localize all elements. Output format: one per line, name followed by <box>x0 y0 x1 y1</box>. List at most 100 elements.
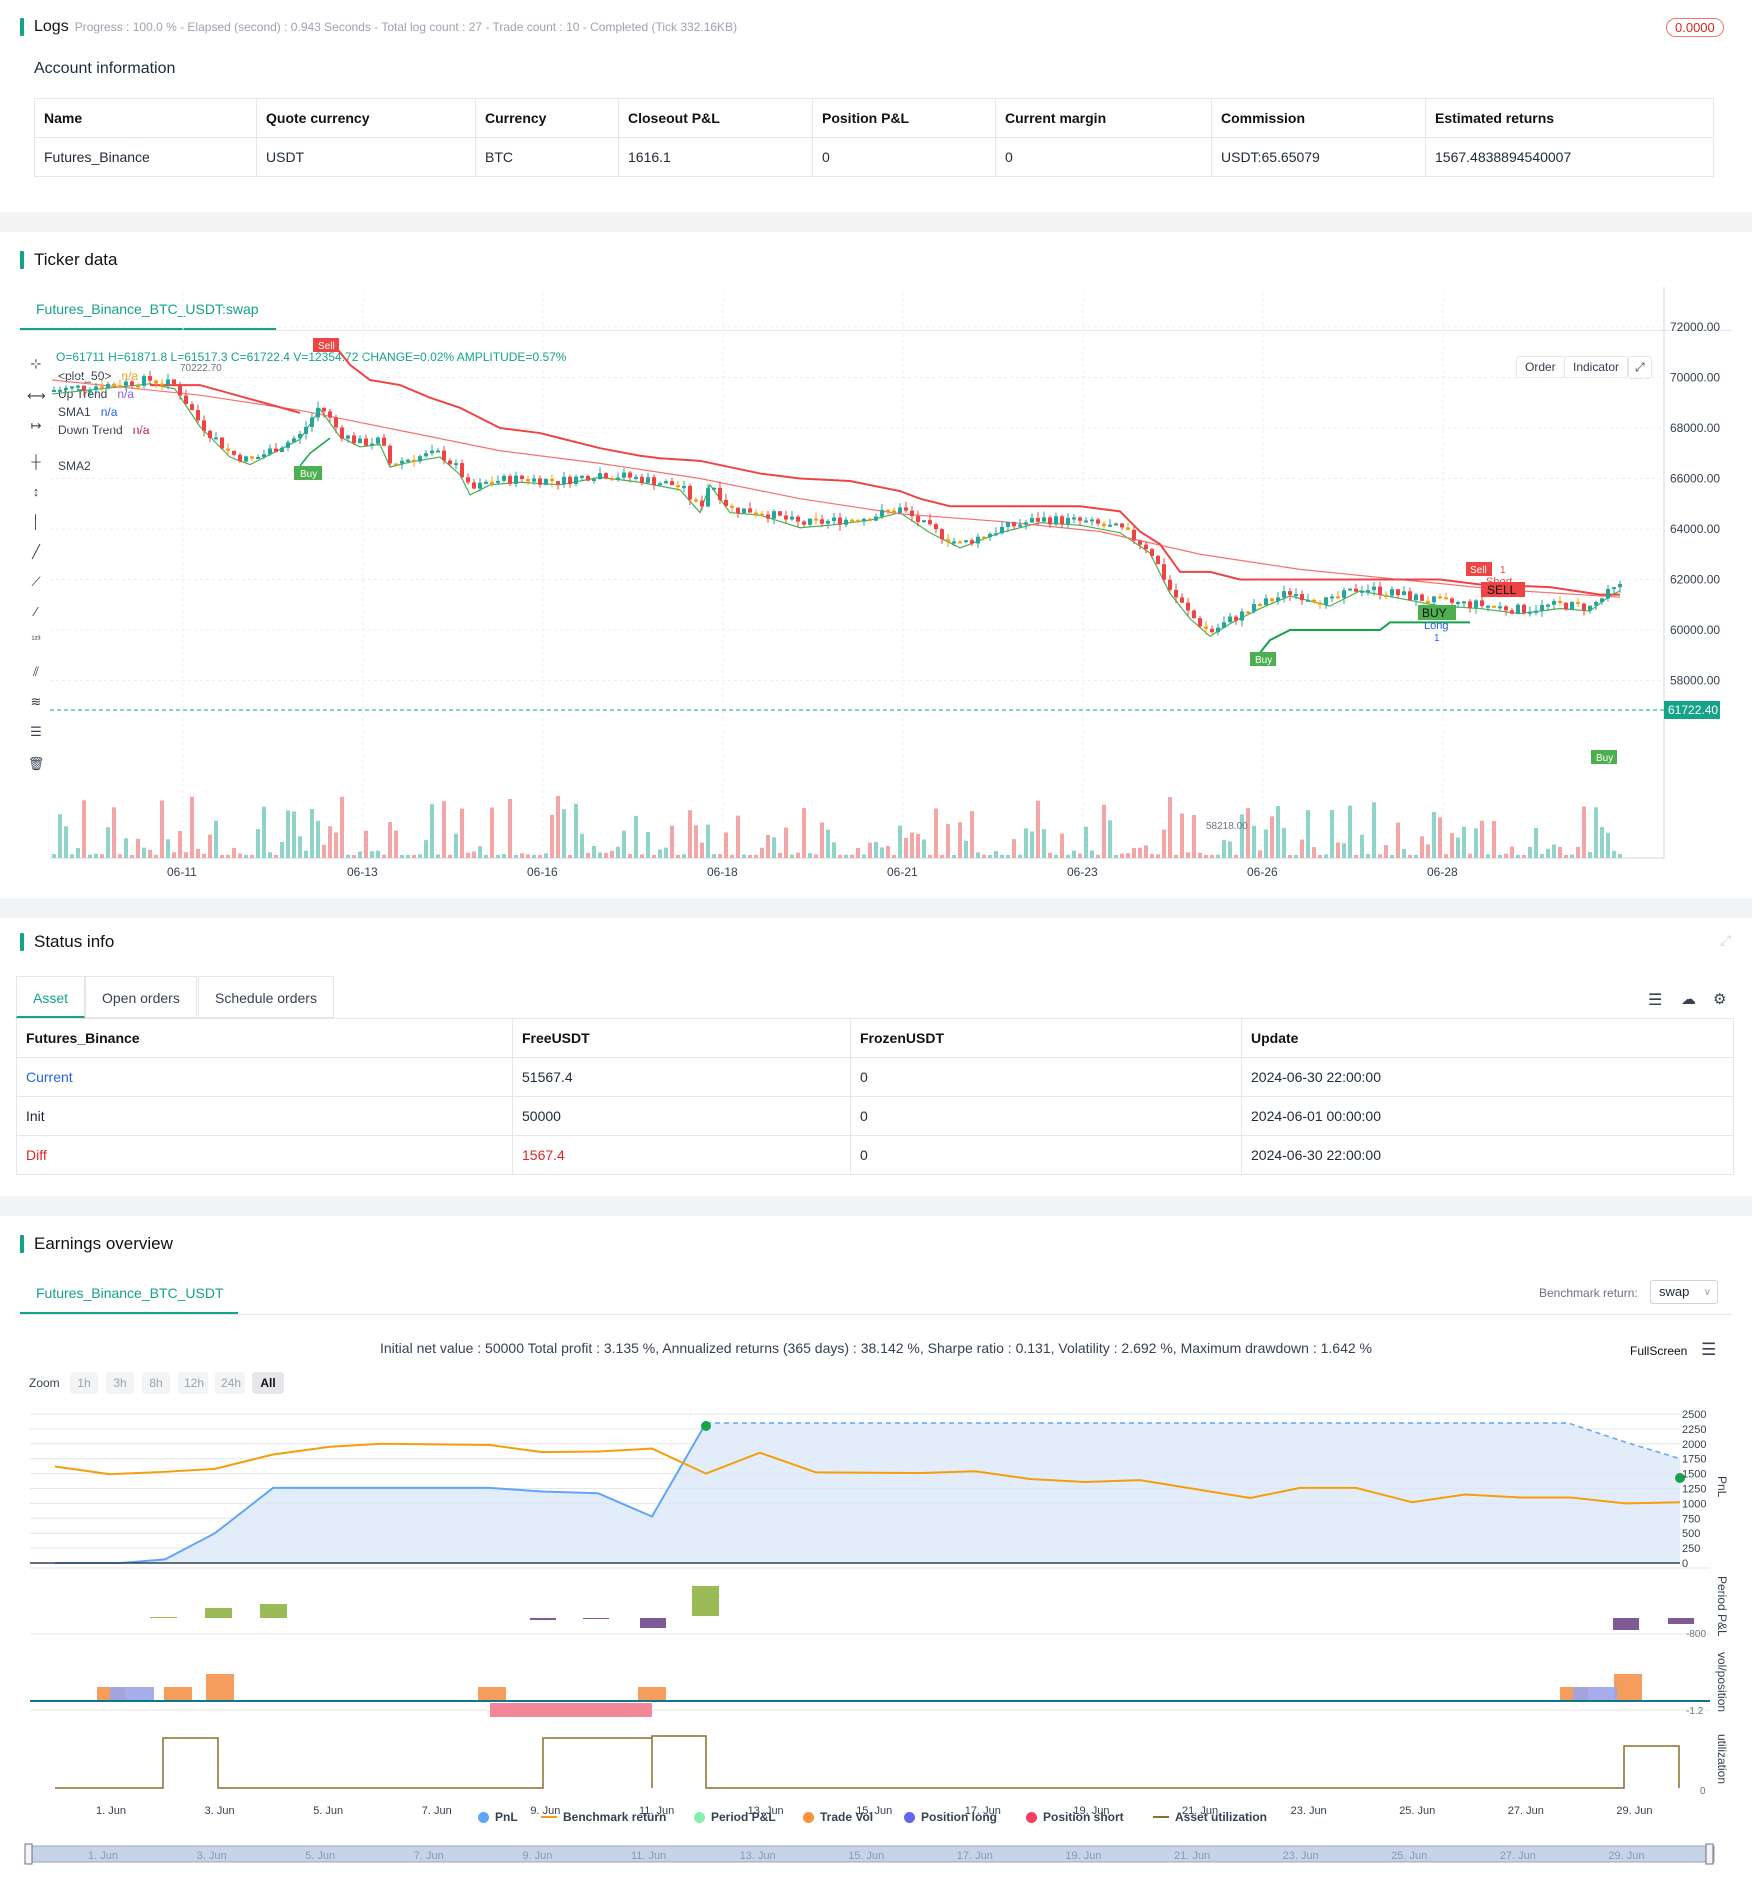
zoom-24h[interactable]: 24h <box>215 1372 245 1394</box>
legend-position-long[interactable]: Position long <box>904 1810 997 1824</box>
candle-body <box>130 381 134 386</box>
crosshair-icon[interactable]: ⊹ <box>30 356 42 371</box>
trash-icon[interactable]: 🗑 <box>27 756 45 771</box>
account-header: Current margin <box>995 98 1212 138</box>
zoom-8h[interactable]: 8h <box>142 1372 170 1394</box>
trade-vol-bar <box>164 1687 192 1701</box>
chevron-down-icon: ∨ <box>1703 1287 1711 1298</box>
candles <box>52 370 1622 636</box>
volume-bar <box>934 808 938 858</box>
volume-bar <box>376 850 380 858</box>
legend-pnl[interactable]: PnL <box>478 1810 518 1824</box>
ray-line-icon[interactable]: ⟋ <box>31 574 41 589</box>
volume-bar <box>1432 811 1436 858</box>
trend-line-icon[interactable]: ╱ <box>32 544 40 559</box>
position-long-bar <box>1573 1687 1617 1701</box>
indicator-button[interactable]: Indicator <box>1564 356 1629 378</box>
menu-icon[interactable]: ☰ <box>1701 1340 1717 1359</box>
expand-icon[interactable]: ⤢ <box>1628 356 1652 379</box>
tab-schedule-orders[interactable]: Schedule orders <box>198 976 334 1018</box>
tab-open-orders[interactable]: Open orders <box>85 976 197 1018</box>
candle-body <box>784 515 788 520</box>
candle-body <box>688 485 692 500</box>
horizontal-line-icon[interactable]: ⟷ <box>27 388 46 403</box>
volume-bar <box>1492 820 1496 858</box>
cross-line-icon[interactable]: ┼ <box>31 454 41 469</box>
volume-bar <box>1576 846 1580 858</box>
candle-body <box>700 500 704 507</box>
volume-bar <box>694 825 698 858</box>
legend-value: n/a <box>100 405 118 419</box>
candle-body <box>226 448 230 451</box>
sell-marker-box <box>1466 562 1492 576</box>
parallel-channel-icon[interactable]: ⫽ <box>33 664 39 679</box>
tab-ticker-symbol[interactable]: Futures_Binance_BTC_USDT:swap <box>20 288 276 330</box>
indicator-lines <box>51 339 1621 654</box>
legend-period-pnl[interactable]: Period P&L <box>694 1810 776 1824</box>
navigator-right-handle[interactable] <box>1705 1843 1714 1865</box>
volume-bar <box>352 854 356 858</box>
vertical-line-icon[interactable]: ↕ <box>32 484 40 499</box>
price-label-icon[interactable]: ¹²³ <box>31 634 41 644</box>
volume-bar <box>1072 850 1076 858</box>
zoom-all[interactable]: All <box>252 1372 284 1394</box>
volume-bar <box>508 798 512 858</box>
volume-bar <box>1348 805 1352 858</box>
candle-body <box>556 481 560 485</box>
candle-body <box>856 520 860 523</box>
zoom-1h[interactable]: 1h <box>70 1372 98 1394</box>
candle-body <box>970 540 974 544</box>
pnl-tick-label: 1000 <box>1682 1498 1706 1510</box>
candle-body <box>796 516 800 522</box>
zoom-3h[interactable]: 3h <box>106 1372 134 1394</box>
layers-icon[interactable]: ☰ <box>30 724 42 739</box>
volume-bar <box>262 806 266 858</box>
volume-bar <box>640 854 644 858</box>
volume-bar <box>298 836 302 858</box>
fullscreen-button[interactable]: FullScreen <box>1630 1344 1688 1358</box>
volume-bar <box>754 854 758 858</box>
status-expand-icon[interactable]: ⤢ <box>1720 932 1732 948</box>
candle-body <box>1486 605 1490 608</box>
candle-body <box>190 404 194 410</box>
zoom-12h[interactable]: 12h <box>178 1372 208 1394</box>
candle-body <box>844 519 848 525</box>
candle-body <box>1210 628 1214 633</box>
navigator-left-handle[interactable] <box>24 1843 33 1865</box>
extended-line-icon[interactable]: ⁄ <box>34 604 38 619</box>
vertical-segment-icon[interactable]: │ <box>31 514 41 529</box>
pnl-tick-label: 250 <box>1682 1543 1700 1555</box>
candle-body <box>790 516 794 520</box>
tab-asset[interactable]: Asset <box>16 976 86 1018</box>
volume-bar <box>718 854 722 858</box>
fib-icon[interactable]: ≋ <box>30 694 42 709</box>
zoom-label: Zoom <box>29 1376 60 1390</box>
asset-cell: 1567.4 <box>512 1135 851 1175</box>
volume-bar <box>1366 853 1370 858</box>
legend-asset-utilization[interactable]: Asset utilization <box>1153 1810 1267 1824</box>
legend-trade-vol[interactable]: Trade Vol <box>803 1810 873 1824</box>
volume-bar <box>1198 852 1202 858</box>
tab-earnings-symbol[interactable]: Futures_Binance_BTC_USDT <box>20 1272 238 1314</box>
candle-body <box>886 509 890 512</box>
candle-body <box>154 380 158 384</box>
candle-body <box>724 499 728 506</box>
trade-vol-bar <box>478 1687 506 1701</box>
volume-bar <box>1000 854 1004 858</box>
legend-benchmark[interactable]: Benchmark return <box>541 1810 666 1824</box>
list-icon[interactable]: ☰ <box>1648 992 1663 1009</box>
volume-bar <box>1066 854 1070 858</box>
horizontal-ray-icon[interactable]: ↦ <box>30 418 42 433</box>
legend-position-short[interactable]: Position short <box>1026 1810 1124 1824</box>
volume-bar <box>1594 807 1598 858</box>
candle-body <box>838 517 842 525</box>
candle-body <box>586 475 590 481</box>
benchmark-select[interactable]: swap ∨ <box>1650 1280 1718 1304</box>
cloud-icon[interactable]: ☁ <box>1681 991 1696 1008</box>
candle-body <box>598 473 602 480</box>
settings-gear-icon[interactable]: ⚙ <box>1713 991 1727 1008</box>
candle-body <box>1324 597 1328 605</box>
candle-body <box>1534 610 1538 613</box>
candle-body <box>964 540 968 543</box>
legend-text: Trade Vol <box>820 1810 874 1824</box>
